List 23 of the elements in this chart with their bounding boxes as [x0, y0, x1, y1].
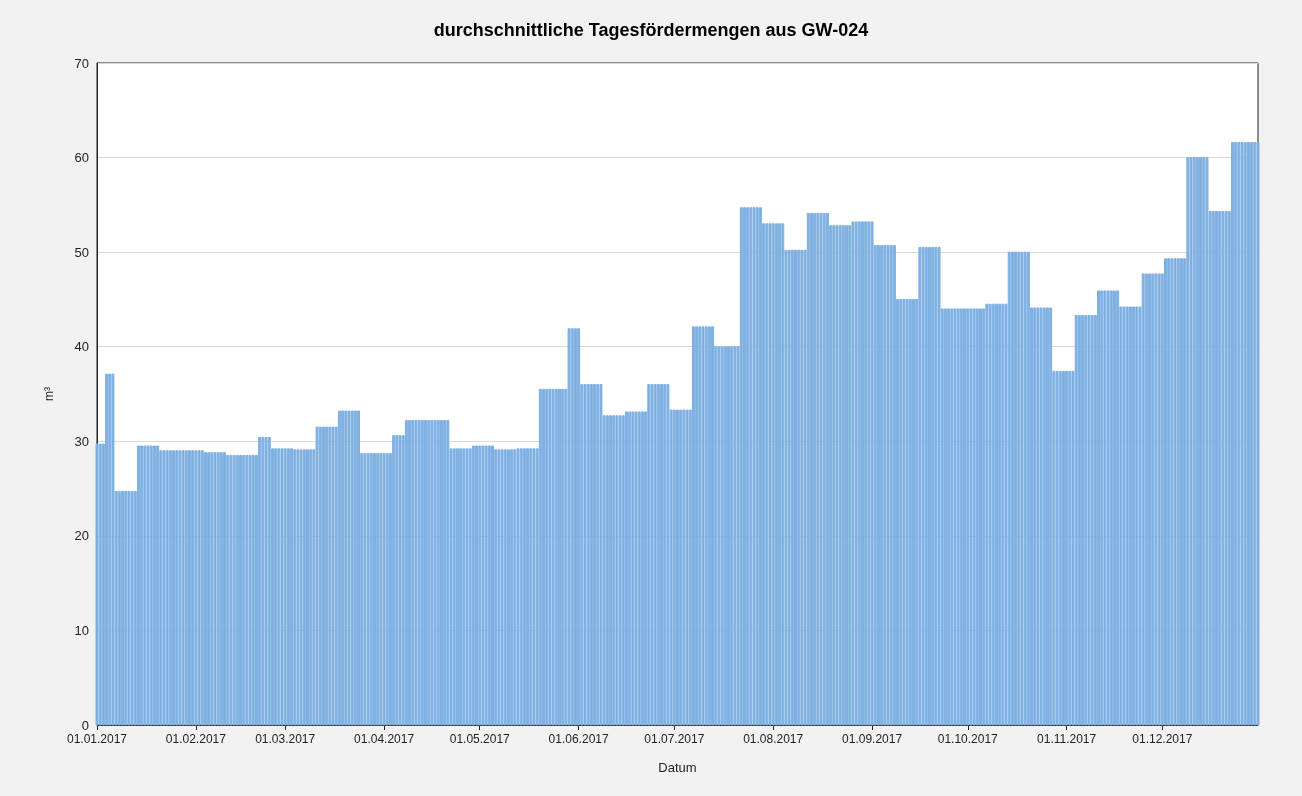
- y-axis-title: m³: [42, 387, 56, 401]
- y-tick-label: 10: [74, 622, 89, 638]
- y-tick-label: 40: [74, 339, 89, 355]
- x-tick-label: 01.10.2017: [937, 732, 999, 746]
- x-tick-label: 01.08.2017: [743, 732, 804, 746]
- y-tick-label: 20: [74, 528, 89, 544]
- x-tick-label: 01.11.2017: [1037, 732, 1097, 746]
- x-tick-label: 01.07.2017: [644, 732, 705, 746]
- y-tick-label: 30: [74, 433, 89, 449]
- x-tick-label: 01.09.2017: [842, 732, 903, 746]
- y-tick-label: 70: [74, 55, 89, 71]
- x-tick-label: 01.05.2017: [449, 732, 511, 746]
- chart-title: durchschnittliche Tagesfördermengen aus GW-024: [433, 20, 869, 40]
- x-tick-label: 01.03.2017: [255, 732, 316, 746]
- y-tick-label: 50: [74, 244, 89, 260]
- y-tick-label: 60: [74, 150, 89, 166]
- y-tick-label: 0: [81, 717, 89, 733]
- x-tick-label: 01.04.2017: [354, 732, 415, 746]
- x-tick-label: 01.06.2017: [548, 732, 609, 746]
- x-tick-label: 01.01.2017: [66, 732, 128, 746]
- x-axis-title: Datum: [658, 760, 697, 775]
- x-tick-label: 01.02.2017: [165, 732, 227, 746]
- x-tick-label: 01.12.2017: [1132, 732, 1193, 746]
